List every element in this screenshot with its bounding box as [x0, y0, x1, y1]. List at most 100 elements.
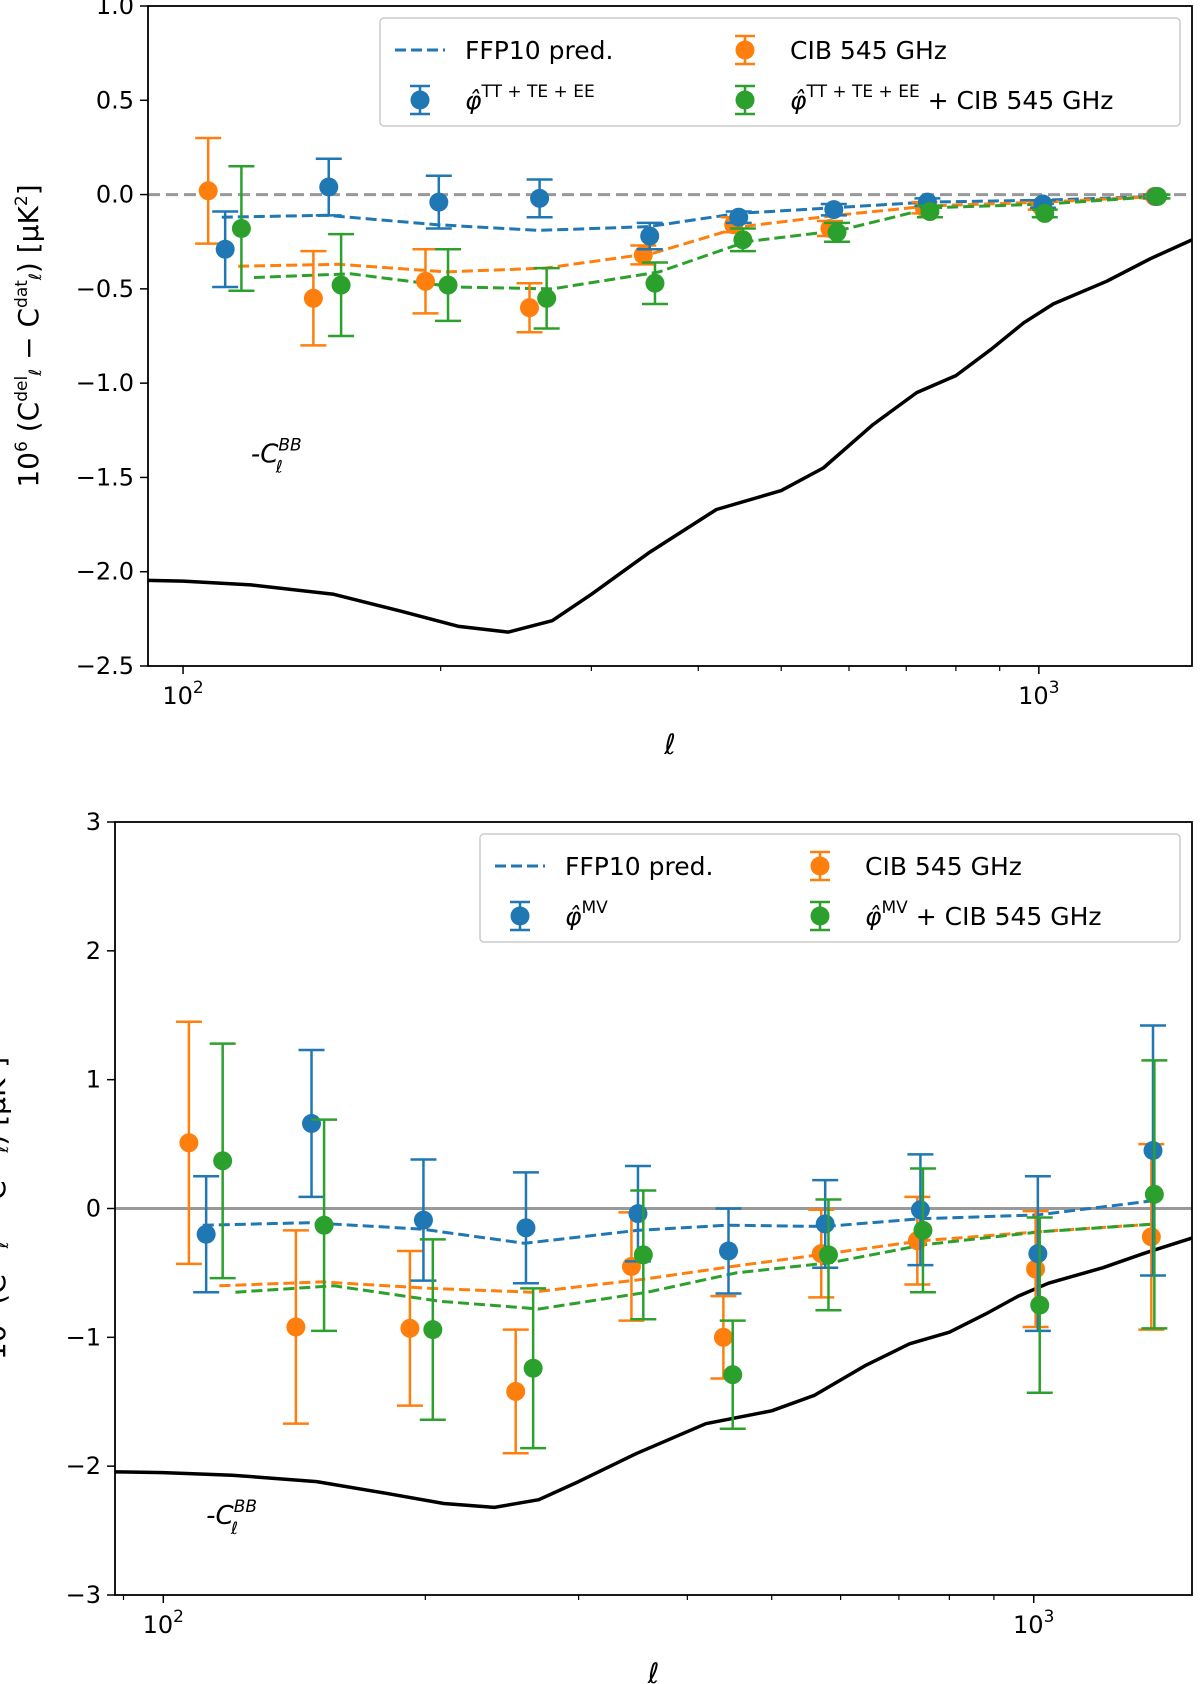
- y-axis-label: 106 (Cdelℓ − Cdatℓ) [μK2]: [0, 1057, 13, 1360]
- data-point: [1035, 203, 1055, 223]
- ffp10-prediction-line: [202, 1199, 1153, 1245]
- legend-item: FFP10 pred.: [495, 852, 713, 881]
- data-point: [920, 202, 940, 222]
- y-tick-label: 0: [86, 1195, 101, 1223]
- x-tick-label: 103: [1013, 1607, 1054, 1639]
- legend: FFP10 pred. CIB 545 GHz φ̂MV φ̂MV + CIB 545…: [479, 833, 1181, 943]
- data-point: [314, 1215, 334, 1235]
- ffp10-prediction-line: [221, 195, 1156, 232]
- y-tick-label: −2.0: [76, 558, 134, 586]
- data-point: [1141, 1227, 1161, 1247]
- legend-item: φ̂TT + TE + EE + CIB 545 GHz: [735, 82, 1113, 116]
- bb-annotation: -CBB ℓ: [251, 435, 302, 477]
- legend-item: φ̂MV: [510, 898, 608, 932]
- legend-frame: [379, 17, 1181, 127]
- data-point: [319, 177, 339, 197]
- series-tt-te-ee-cib-545-ghz: [228, 165, 1171, 338]
- legend-frame: [479, 833, 1181, 943]
- y-tick-label: 2: [86, 937, 101, 965]
- legend-label: φ̂MV + CIB 545 GHz: [865, 898, 1102, 931]
- data-point: [429, 192, 449, 212]
- legend-item: φ̂TT + TE + EE: [410, 82, 595, 116]
- data-point: [179, 1133, 199, 1153]
- legend-item: FFP10 pred.: [395, 36, 613, 65]
- data-point: [1028, 1244, 1048, 1264]
- bottom-panel: 3 2 1 0 −1 −2 −3 102 103 ℓ 106 (Cdelℓ − Cdatℓ) [μK…: [0, 808, 1193, 1684]
- y-tick-label: −2.5: [76, 652, 134, 680]
- data-point: [729, 207, 749, 227]
- legend: FFP10 pred. CIB 545 GHz φ̂TT + TE + EE φ̂TT…: [379, 17, 1181, 127]
- data-point: [196, 1224, 216, 1244]
- legend-marker-swatch: [810, 906, 830, 926]
- data-point: [413, 1210, 433, 1230]
- legend-label: CIB 545 GHz: [790, 36, 947, 65]
- legend-item: φ̂MV + CIB 545 GHz: [810, 898, 1102, 932]
- data-point: [438, 275, 458, 295]
- data-point: [910, 1200, 930, 1220]
- data-point: [1030, 1295, 1050, 1315]
- data-point: [520, 298, 540, 318]
- negative-bb-curve: [148, 238, 1192, 634]
- data-point: [713, 1327, 733, 1347]
- data-point: [640, 226, 660, 246]
- ffp10-prediction-line: [219, 1222, 1155, 1294]
- ffp10-prediction-line: [253, 195, 1159, 291]
- y-tick-label: 3: [86, 808, 101, 836]
- legend-marker-swatch: [510, 906, 530, 926]
- data-point: [1143, 1141, 1163, 1161]
- y-tick-label: 0.0: [96, 181, 134, 209]
- legend-marker-swatch: [810, 856, 830, 876]
- data-point: [633, 1245, 653, 1265]
- y-tick-label: −1.0: [76, 369, 134, 397]
- top-panel: 1.0 0.5 0.0 −0.5 −1.0 −1.5 −2.0 −2.5 102 103 ℓ 106 …: [12, 0, 1193, 761]
- legend-item: CIB 545 GHz: [810, 850, 1022, 882]
- negative-bb-curve: [115, 1236, 1192, 1510]
- data-point: [331, 275, 351, 295]
- data-point: [827, 222, 847, 242]
- data-point: [628, 1204, 648, 1224]
- x-tick-label: 102: [143, 1607, 184, 1639]
- x-axis-label: ℓ: [663, 728, 676, 761]
- data-point: [733, 230, 753, 250]
- x-axis-label: ℓ: [647, 1657, 660, 1684]
- plot-frame: [147, 5, 1193, 667]
- plot-area: [115, 1020, 1192, 1510]
- series-mv-cib-545-ghz: [209, 1042, 1168, 1450]
- legend-label: FFP10 pred.: [565, 852, 713, 881]
- data-point: [818, 1245, 838, 1265]
- ffp10-prediction-line: [238, 195, 1158, 274]
- y-tick-label: 1.0: [96, 0, 134, 20]
- data-point: [530, 188, 550, 208]
- x-tick-label: 102: [162, 678, 203, 710]
- data-point: [231, 219, 251, 239]
- y-tick-label: −1.5: [76, 463, 134, 491]
- y-tick-label: −3: [66, 1581, 101, 1609]
- data-point: [303, 288, 323, 308]
- data-point: [523, 1358, 543, 1378]
- data-point: [723, 1365, 743, 1385]
- data-point: [719, 1241, 739, 1261]
- legend-marker-swatch: [735, 90, 755, 110]
- data-point: [400, 1318, 420, 1338]
- data-point: [423, 1320, 443, 1340]
- data-point: [302, 1113, 322, 1133]
- plot-area: [148, 136, 1192, 634]
- data-point: [516, 1218, 536, 1238]
- legend-label: φ̂TT + TE + EE + CIB 545 GHz: [790, 82, 1113, 115]
- y-tick-label: −2: [66, 1452, 101, 1480]
- data-point: [215, 239, 235, 259]
- y-tick-label: 1: [86, 1066, 101, 1094]
- data-point: [506, 1381, 526, 1401]
- legend-marker-swatch: [735, 40, 755, 60]
- data-point: [415, 271, 435, 291]
- data-point: [286, 1317, 306, 1337]
- bb-annotation: -CBB ℓ: [206, 1497, 257, 1539]
- data-point: [213, 1151, 233, 1171]
- y-tick-label: −1: [66, 1323, 101, 1351]
- data-point: [645, 273, 665, 293]
- legend-label: CIB 545 GHz: [865, 852, 1022, 881]
- data-point: [537, 288, 557, 308]
- data-point: [1147, 186, 1167, 206]
- legend-marker-swatch: [410, 90, 430, 110]
